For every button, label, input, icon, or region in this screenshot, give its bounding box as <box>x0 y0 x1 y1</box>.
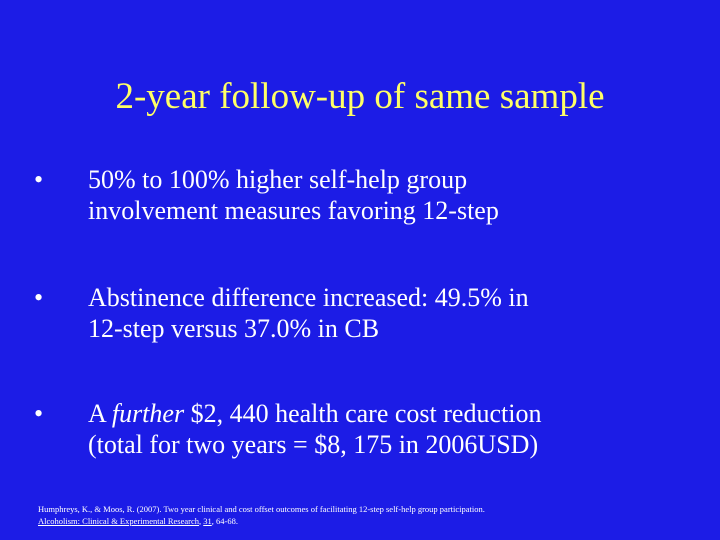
journal-pages: , 64-68. <box>211 516 238 526</box>
bullet-icon: • <box>34 283 44 312</box>
journal-volume: 31 <box>203 516 212 526</box>
journal-name: Alcoholism: Clinical & Experimental Rese… <box>38 516 199 526</box>
citation-line: Alcoholism: Clinical & Experimental Rese… <box>38 515 698 527</box>
emphasized-word: further <box>111 399 185 428</box>
slide-title: 2-year follow-up of same sample <box>115 76 605 117</box>
bullet-line: A further $2, 440 health care cost reduc… <box>88 398 688 429</box>
citation-separator: , <box>199 516 204 526</box>
citation-line: Humphreys, K., & Moos, R. (2007). Two ye… <box>38 504 485 514</box>
bullet-text-segment: $2, 440 health care cost reduction <box>184 399 542 428</box>
bullet-line: involvement measures favoring 12-step <box>88 196 499 225</box>
bullet-text-segment: A <box>88 399 112 428</box>
bullet-line: (total for two years = $8, 175 in 2006US… <box>88 430 539 459</box>
citation: Humphreys, K., & Moos, R. (2007). Two ye… <box>38 503 698 527</box>
bullet-icon: • <box>34 165 44 194</box>
bullet-line: 50% to 100% higher self-help group <box>88 165 468 194</box>
bullet-text: 50% to 100% higher self-help group invol… <box>88 164 688 226</box>
bullet-line: 12-step versus 37.0% in CB <box>88 314 380 343</box>
bullet-line: Abstinence difference increased: 49.5% i… <box>88 283 529 312</box>
bullet-text: Abstinence difference increased: 49.5% i… <box>88 282 688 344</box>
bullet-icon: • <box>34 399 44 428</box>
bullet-text: A further $2, 440 health care cost reduc… <box>88 398 688 460</box>
